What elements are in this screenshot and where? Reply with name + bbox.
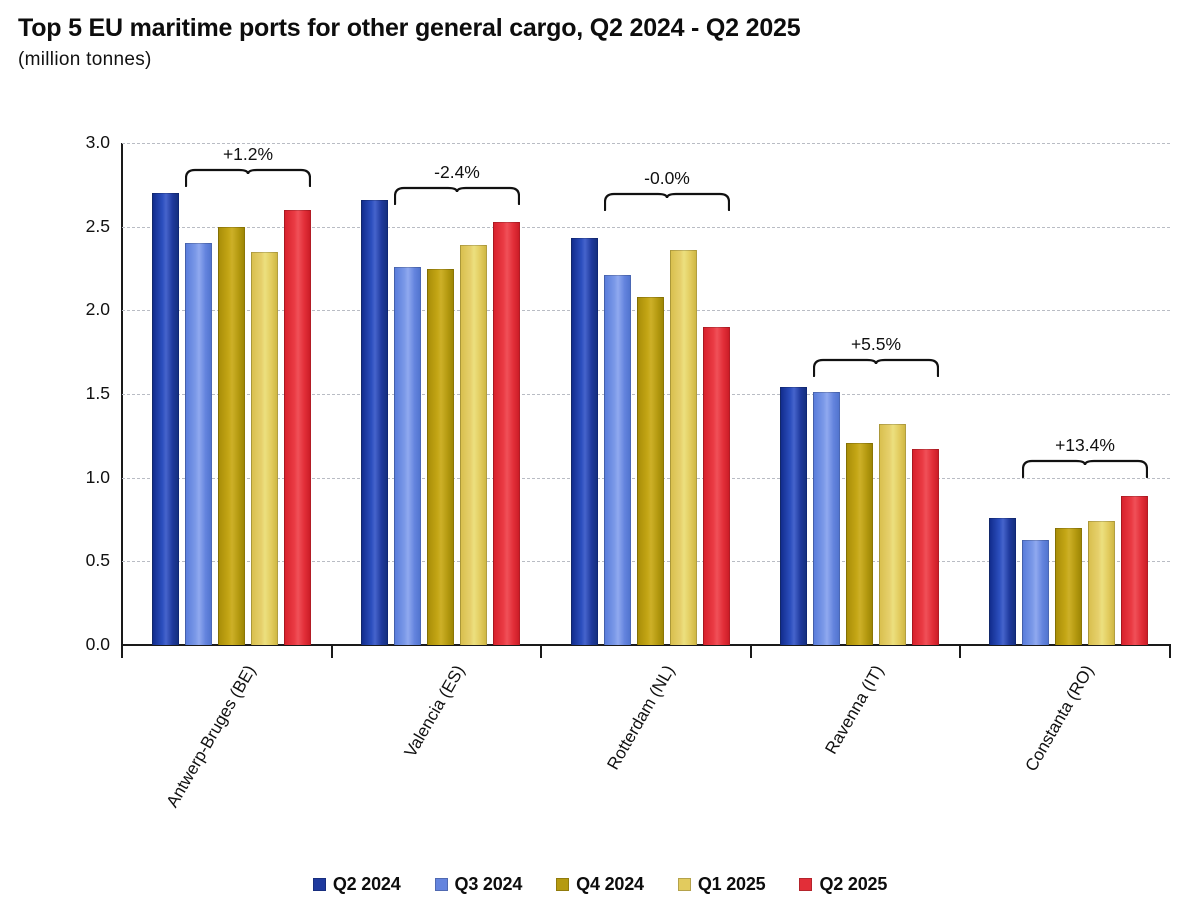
bar-q2-2025-antwerp-bruges-be[interactable] <box>284 209 311 645</box>
curly-brace-icon <box>185 168 311 187</box>
x-axis-category-label: Constanta (RO) <box>1021 662 1098 775</box>
bar-q2-2025-constanta-ro[interactable] <box>1121 496 1148 645</box>
chart-subtitle: (million tonnes) <box>18 49 152 70</box>
bar-q2-2024-rotterdam-nl[interactable] <box>571 238 598 645</box>
y-axis-tick-label: 2.5 <box>85 215 110 236</box>
legend-swatch-icon <box>677 878 691 891</box>
bar-q2-2024-ravenna-it[interactable] <box>780 387 807 645</box>
gridline <box>122 226 1170 228</box>
legend-swatch-icon <box>312 878 326 891</box>
bar-q1-2025-rotterdam-nl[interactable] <box>670 250 697 645</box>
bar-q3-2024-rotterdam-nl[interactable] <box>604 275 631 645</box>
x-axis-tick <box>750 645 752 658</box>
legend-item[interactable]: Q4 2024 <box>556 874 644 895</box>
legend-swatch-icon <box>434 878 448 891</box>
legend-item[interactable]: Q1 2025 <box>677 874 766 895</box>
legend-swatch-icon <box>799 878 813 891</box>
x-axis-tick <box>1169 645 1171 658</box>
bar-q4-2024-valencia-es[interactable] <box>427 268 454 645</box>
bar-q2-2025-valencia-es[interactable] <box>493 221 520 645</box>
bar-q3-2024-valencia-es[interactable] <box>394 266 421 645</box>
bar-q2-2025-rotterdam-nl[interactable] <box>703 327 730 645</box>
growth-annotation-label: +13.4% <box>1055 435 1115 455</box>
x-axis-tick <box>540 645 542 658</box>
x-axis-line <box>121 644 1171 646</box>
x-axis-category-label: Antwerp-Bruges (BE) <box>162 662 260 811</box>
curly-brace-icon <box>604 192 730 211</box>
y-axis-tick-label: 0.5 <box>85 550 110 571</box>
chart-header: Top 5 EU maritime ports for other genera… <box>18 14 1178 71</box>
x-axis-category-label: Rotterdam (NL) <box>603 662 679 773</box>
growth-annotation-label: -2.4% <box>434 162 480 182</box>
bar-q2-2025-ravenna-it[interactable] <box>912 449 939 645</box>
y-axis-tick-label: 2.0 <box>85 299 110 320</box>
y-axis-tick-label: 3.0 <box>85 132 110 152</box>
chart-legend: Q2 2024 Q3 2024 Q4 2024 Q1 2025 Q2 2025 <box>0 874 1200 895</box>
curly-brace-icon <box>394 186 520 205</box>
bar-q3-2024-antwerp-bruges-be[interactable] <box>185 243 212 645</box>
curly-brace-icon <box>1022 459 1148 478</box>
x-axis-tick <box>121 645 123 658</box>
legend-item[interactable]: Q2 2024 <box>312 874 401 895</box>
x-axis-tick <box>959 645 961 658</box>
x-axis-category-label: Valencia (ES) <box>400 662 469 761</box>
bar-q1-2025-constanta-ro[interactable] <box>1088 521 1115 645</box>
legend-label: Q4 2024 <box>576 874 644 894</box>
bar-q1-2025-valencia-es[interactable] <box>460 245 487 645</box>
legend-label: Q3 2024 <box>454 874 523 894</box>
x-axis-category-label: Ravenna (IT) <box>821 662 888 758</box>
legend-label: Q2 2025 <box>819 874 888 894</box>
bar-q2-2024-constanta-ro[interactable] <box>989 517 1016 645</box>
y-axis-tick-label: 1.0 <box>85 466 110 487</box>
gridline <box>122 143 1170 144</box>
plot-area <box>122 143 1170 645</box>
legend-swatch-icon <box>556 878 570 891</box>
page-title: Top 5 EU maritime ports for other genera… <box>18 14 801 42</box>
legend-item[interactable]: Q2 2025 <box>799 874 887 895</box>
bar-q1-2025-ravenna-it[interactable] <box>879 424 906 645</box>
x-axis-tick <box>331 645 333 658</box>
bar-q1-2025-antwerp-bruges-be[interactable] <box>251 251 278 645</box>
legend-label: Q1 2025 <box>697 874 766 894</box>
bar-q3-2024-ravenna-it[interactable] <box>813 392 840 645</box>
bar-q2-2024-valencia-es[interactable] <box>361 199 388 645</box>
bar-q4-2024-rotterdam-nl[interactable] <box>637 296 664 645</box>
bar-q3-2024-constanta-ro[interactable] <box>1022 539 1049 645</box>
growth-annotation-label: -0.0% <box>644 168 690 188</box>
bar-q4-2024-antwerp-bruges-be[interactable] <box>218 226 245 645</box>
growth-annotation-label: +5.5% <box>850 334 902 354</box>
bar-q4-2024-ravenna-it[interactable] <box>846 442 873 645</box>
y-axis-tick-labels: 0.0 0.5 1.0 1.5 2.0 2.5 3.0 <box>58 132 110 654</box>
legend-item[interactable]: Q3 2024 <box>434 874 523 895</box>
y-axis-tick-label: 1.5 <box>85 383 110 403</box>
curly-brace-icon <box>813 358 939 377</box>
bar-q4-2024-constanta-ro[interactable] <box>1055 527 1082 645</box>
legend-label: Q2 2024 <box>332 874 401 894</box>
y-axis-tick-label: 0.0 <box>85 634 110 654</box>
bar-q2-2024-antwerp-bruges-be[interactable] <box>152 193 179 645</box>
growth-annotation-label: +1.2% <box>222 144 274 164</box>
